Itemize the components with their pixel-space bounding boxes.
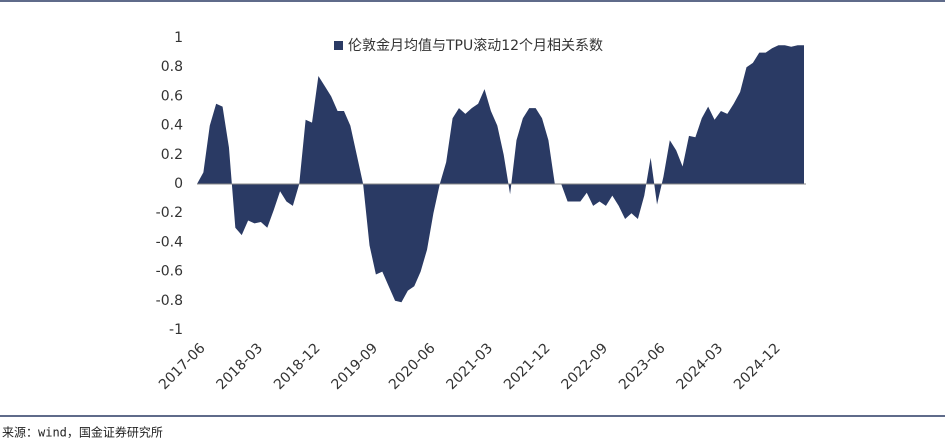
x-tick-label: 2017-06 [156, 340, 209, 393]
x-tick-label: 2023-06 [616, 340, 669, 393]
y-tick-label: 0 [174, 176, 183, 192]
y-tick-label: 0.6 [161, 88, 183, 104]
x-tick-label: 2024-03 [674, 340, 727, 393]
legend-label: 伦敦金月均值与TPU滚动12个月相关系数 [348, 37, 603, 54]
x-tick-label: 2021-03 [444, 340, 497, 393]
y-tick-label: 0.2 [161, 147, 183, 163]
y-tick-label: -0.8 [156, 293, 183, 309]
x-tick-label: 2018-03 [213, 340, 266, 393]
source: 来源：wind，国金证券研究所 [2, 425, 163, 440]
y-tick-label: -1 [169, 322, 183, 338]
y-tick-label: 0.8 [161, 59, 183, 75]
x-tick-label: 2018-12 [271, 340, 324, 393]
y-tick-label: -0.2 [156, 205, 183, 221]
y-tick-label: -0.6 [156, 264, 183, 280]
y-tick-label: -0.4 [156, 234, 183, 250]
y-tick-label: 1 [174, 30, 183, 46]
x-tick-label: 2019-09 [328, 340, 381, 393]
x-tick-label: 2022-09 [559, 340, 612, 393]
y-tick-label: 0.4 [161, 118, 183, 134]
legend-swatch [334, 41, 343, 50]
x-tick-label: 2021-12 [501, 340, 554, 393]
x-tick-label: 2020-06 [386, 340, 439, 393]
area [197, 45, 804, 303]
x-tick-label: 2024-12 [731, 340, 784, 393]
